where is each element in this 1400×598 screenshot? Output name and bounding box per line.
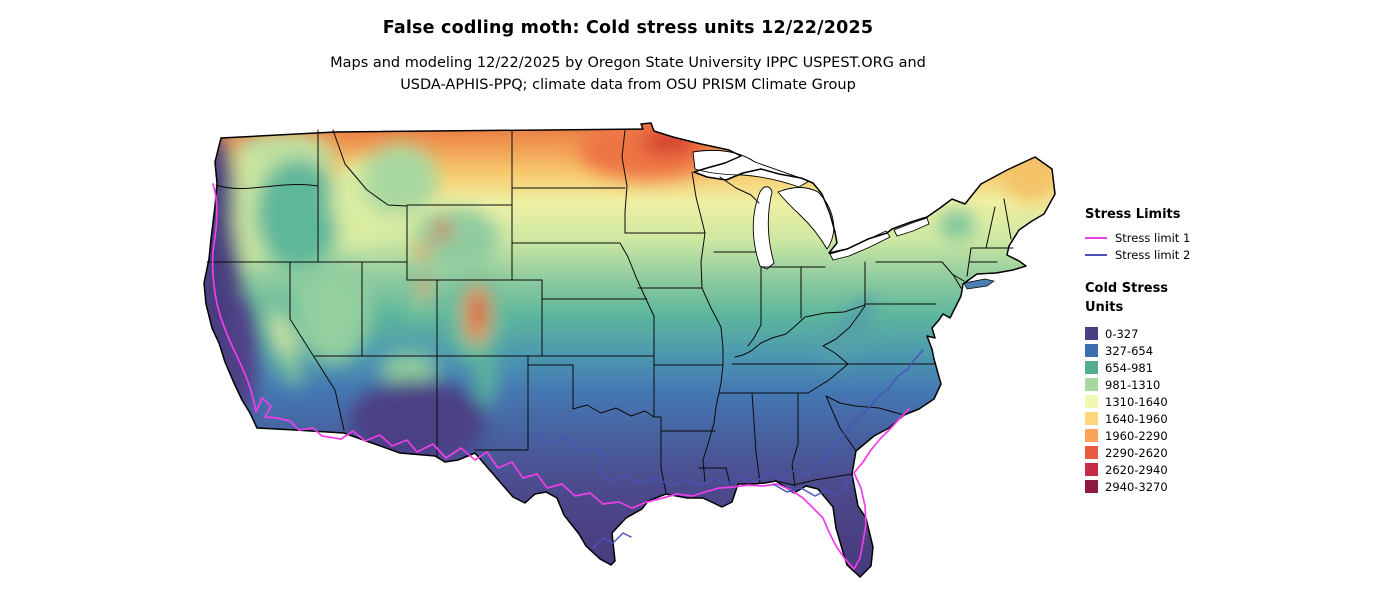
bin-label-7: 2290-2620 <box>1105 445 1168 460</box>
legend-bin-row: 654-981 <box>1085 359 1385 376</box>
legend-bin-row: 2620-2940 <box>1085 461 1385 478</box>
bin-swatch-7 <box>1085 446 1098 459</box>
bin-label-8: 2620-2940 <box>1105 462 1168 477</box>
bin-swatch-5 <box>1085 412 1098 425</box>
stress-limit-1-swatch <box>1085 236 1107 239</box>
bin-label-3: 981-1310 <box>1105 377 1161 392</box>
stress-limit-2-line <box>536 349 924 549</box>
lake-michigan <box>752 186 775 270</box>
legend-bin-row: 0-327 <box>1085 325 1385 342</box>
bin-swatch-4 <box>1085 395 1098 408</box>
stress-limit-1-line <box>211 183 910 570</box>
bin-label-9: 2940-3270 <box>1105 479 1168 494</box>
bin-swatch-1 <box>1085 344 1098 357</box>
legend-bin-row: 1640-1960 <box>1085 410 1385 427</box>
bin-label-1: 327-654 <box>1105 343 1154 358</box>
subtitle-line-1: Maps and modeling 12/22/2025 by Oregon S… <box>330 55 926 71</box>
cold-stress-units-title-line1: Cold Stress <box>1085 281 1169 296</box>
bin-swatch-2 <box>1085 361 1098 374</box>
legend: Stress Limits Stress limit 1 Stress limi… <box>1085 207 1385 495</box>
bin-swatch-3 <box>1085 378 1098 391</box>
bin-swatch-9 <box>1085 480 1098 493</box>
bin-label-5: 1640-1960 <box>1105 411 1168 426</box>
legend-bin-row: 1310-1640 <box>1085 393 1385 410</box>
great-lakes <box>692 149 930 270</box>
lake-ontario <box>893 217 930 237</box>
us-map-svg <box>203 122 1056 578</box>
bin-swatch-8 <box>1085 463 1098 476</box>
legend-bin-row: 1960-2290 <box>1085 427 1385 444</box>
bin-swatch-6 <box>1085 429 1098 442</box>
long-island <box>963 278 995 290</box>
legend-bin-row: 327-654 <box>1085 342 1385 359</box>
legend-item-stress-limit-2: Stress limit 2 <box>1085 246 1385 263</box>
page-title: False codling moth: Cold stress units 12… <box>382 18 874 38</box>
stress-limit-2-swatch <box>1085 253 1107 256</box>
subtitle-line-2: USDA-APHIS-PPQ; climate data from OSU PR… <box>400 77 856 93</box>
bin-label-0: 0-327 <box>1105 326 1139 341</box>
bin-label-4: 1310-1640 <box>1105 394 1168 409</box>
stress-limit-1-label: Stress limit 1 <box>1115 230 1191 245</box>
legend-bin-row: 2290-2620 <box>1085 444 1385 461</box>
stress-limits-title: Stress Limits <box>1085 207 1181 222</box>
bin-label-6: 1960-2290 <box>1105 428 1168 443</box>
legend-bin-row: 981-1310 <box>1085 376 1385 393</box>
state-borders <box>206 129 1014 494</box>
us-cold-stress-map <box>195 122 1060 594</box>
cold-stress-raster <box>204 123 1055 577</box>
legend-bin-row: 2940-3270 <box>1085 478 1385 495</box>
cold-stress-units-title-line2: Units <box>1085 300 1124 315</box>
map-header: False codling moth: Cold stress units 12… <box>0 18 1256 96</box>
cold-stress-units-title: Cold Stress Units <box>1085 279 1385 317</box>
lake-huron <box>777 187 835 250</box>
bin-label-2: 654-981 <box>1105 360 1154 375</box>
legend-item-stress-limit-1: Stress limit 1 <box>1085 229 1385 246</box>
stress-limit-2-label: Stress limit 2 <box>1115 247 1191 262</box>
bin-swatch-0 <box>1085 327 1098 340</box>
